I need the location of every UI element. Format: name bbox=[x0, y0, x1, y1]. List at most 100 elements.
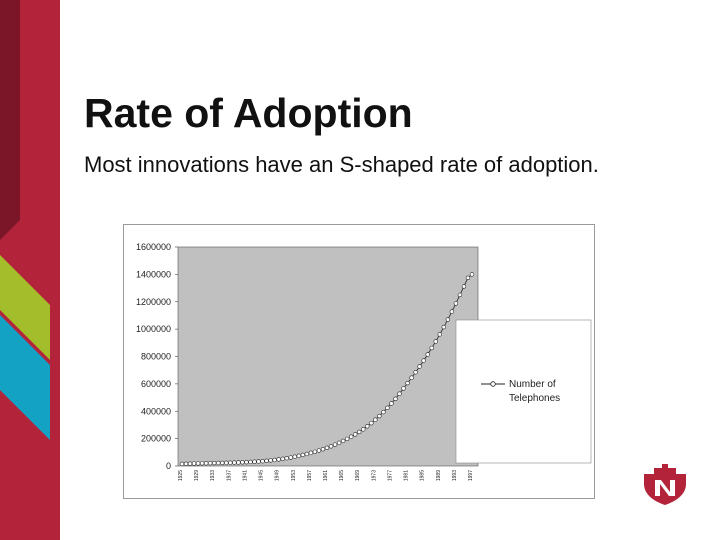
x-tick-label: 1993 bbox=[452, 470, 458, 481]
data-point bbox=[385, 405, 390, 411]
y-tick-label: 600000 bbox=[141, 379, 171, 389]
data-point bbox=[280, 456, 285, 462]
data-point bbox=[199, 461, 205, 466]
data-point bbox=[216, 460, 221, 466]
legend-marker bbox=[490, 381, 496, 387]
x-tick-label: 1925 bbox=[178, 470, 184, 481]
logo-n-cut bbox=[655, 480, 675, 496]
x-tick-label: 1933 bbox=[210, 470, 216, 481]
data-point bbox=[461, 284, 467, 289]
data-point bbox=[421, 358, 426, 363]
data-point bbox=[401, 386, 406, 391]
data-point bbox=[365, 424, 370, 429]
band-teal bbox=[0, 315, 50, 440]
data-point bbox=[369, 420, 374, 426]
data-point bbox=[300, 452, 306, 458]
data-point bbox=[256, 459, 261, 464]
x-tick-label: 1945 bbox=[259, 470, 265, 481]
x-tick-label: 1941 bbox=[242, 470, 248, 481]
slide-subtitle: Most innovations have an S-shaped rate o… bbox=[84, 152, 599, 177]
data-point bbox=[357, 429, 362, 435]
y-tick-label: 0 bbox=[166, 461, 171, 471]
data-point bbox=[240, 460, 245, 465]
x-tick-label: 1961 bbox=[323, 470, 329, 481]
x-tick-label: 1981 bbox=[404, 470, 410, 481]
data-point bbox=[268, 458, 273, 463]
data-point bbox=[413, 370, 418, 375]
data-point bbox=[252, 459, 257, 464]
data-point bbox=[348, 434, 354, 439]
data-point bbox=[469, 272, 475, 277]
telephone-adoption-chart: 1600000 1400000 1200000 1000000 800000 600000… bbox=[123, 224, 595, 499]
y-tick-label: 1200000 bbox=[136, 297, 171, 307]
data-point bbox=[465, 275, 471, 280]
x-tick-label: 1997 bbox=[468, 470, 474, 481]
data-point bbox=[336, 440, 342, 446]
university-n-logo bbox=[644, 464, 686, 505]
data-point bbox=[312, 449, 318, 454]
data-point bbox=[340, 438, 346, 444]
decorative-left-band bbox=[0, 0, 60, 540]
data-point bbox=[224, 460, 229, 466]
data-point bbox=[449, 309, 455, 314]
data-point bbox=[228, 460, 233, 465]
plot-area bbox=[177, 246, 479, 467]
data-point bbox=[264, 458, 269, 463]
y-tick-label: 800000 bbox=[141, 352, 171, 362]
band-dark-red bbox=[0, 0, 20, 240]
data-point bbox=[203, 460, 209, 466]
y-tick-label: 1600000 bbox=[136, 242, 171, 252]
x-tick-label: 1969 bbox=[355, 470, 361, 481]
data-point bbox=[179, 461, 185, 467]
band-lime bbox=[0, 255, 50, 360]
logo-shield bbox=[644, 464, 686, 505]
x-tick-label: 1973 bbox=[371, 470, 377, 481]
data-point bbox=[220, 460, 225, 466]
data-point bbox=[352, 432, 358, 437]
data-point bbox=[320, 446, 326, 452]
legend-box bbox=[455, 319, 592, 464]
x-tick-label: 1965 bbox=[339, 470, 345, 481]
data-point bbox=[276, 457, 281, 462]
x-tick-label: 1949 bbox=[275, 470, 281, 481]
data-point bbox=[433, 339, 438, 344]
data-point bbox=[187, 461, 193, 466]
data-point bbox=[425, 352, 430, 357]
data-point bbox=[324, 445, 330, 450]
data-point bbox=[272, 457, 277, 463]
x-tick-label: 1937 bbox=[226, 470, 232, 481]
data-point bbox=[195, 461, 201, 466]
data-point bbox=[304, 451, 310, 457]
data-point bbox=[316, 448, 322, 453]
data-point bbox=[207, 460, 213, 466]
data-point bbox=[437, 332, 442, 337]
data-point bbox=[328, 444, 334, 449]
x-tick-label: 1977 bbox=[387, 470, 393, 481]
y-tick-label: 1000000 bbox=[136, 324, 171, 334]
legend-label-line2: Telephones bbox=[509, 393, 560, 404]
data-point bbox=[393, 396, 398, 401]
y-tick-label: 1400000 bbox=[136, 269, 171, 279]
data-point bbox=[183, 461, 189, 467]
legend-label-line1: Number of bbox=[509, 379, 556, 390]
slide-title: Rate of Adoption bbox=[84, 90, 413, 136]
x-tick-label: 1929 bbox=[194, 470, 200, 481]
data-point bbox=[441, 324, 447, 330]
data-point bbox=[332, 442, 338, 447]
data-point bbox=[296, 453, 302, 459]
data-point bbox=[344, 436, 350, 442]
data-point bbox=[377, 413, 382, 419]
data-point bbox=[361, 427, 366, 432]
data-point bbox=[409, 375, 414, 380]
data-point bbox=[191, 461, 197, 466]
data-point bbox=[232, 460, 237, 465]
data-point bbox=[260, 459, 265, 464]
y-tick-label: 200000 bbox=[141, 434, 171, 444]
data-point bbox=[405, 380, 410, 386]
data-point bbox=[292, 454, 297, 459]
data-point bbox=[417, 364, 422, 369]
x-tick-label: 1985 bbox=[420, 470, 426, 481]
data-point bbox=[288, 455, 293, 460]
x-tick-label: 1953 bbox=[291, 470, 297, 481]
data-point bbox=[236, 460, 241, 465]
